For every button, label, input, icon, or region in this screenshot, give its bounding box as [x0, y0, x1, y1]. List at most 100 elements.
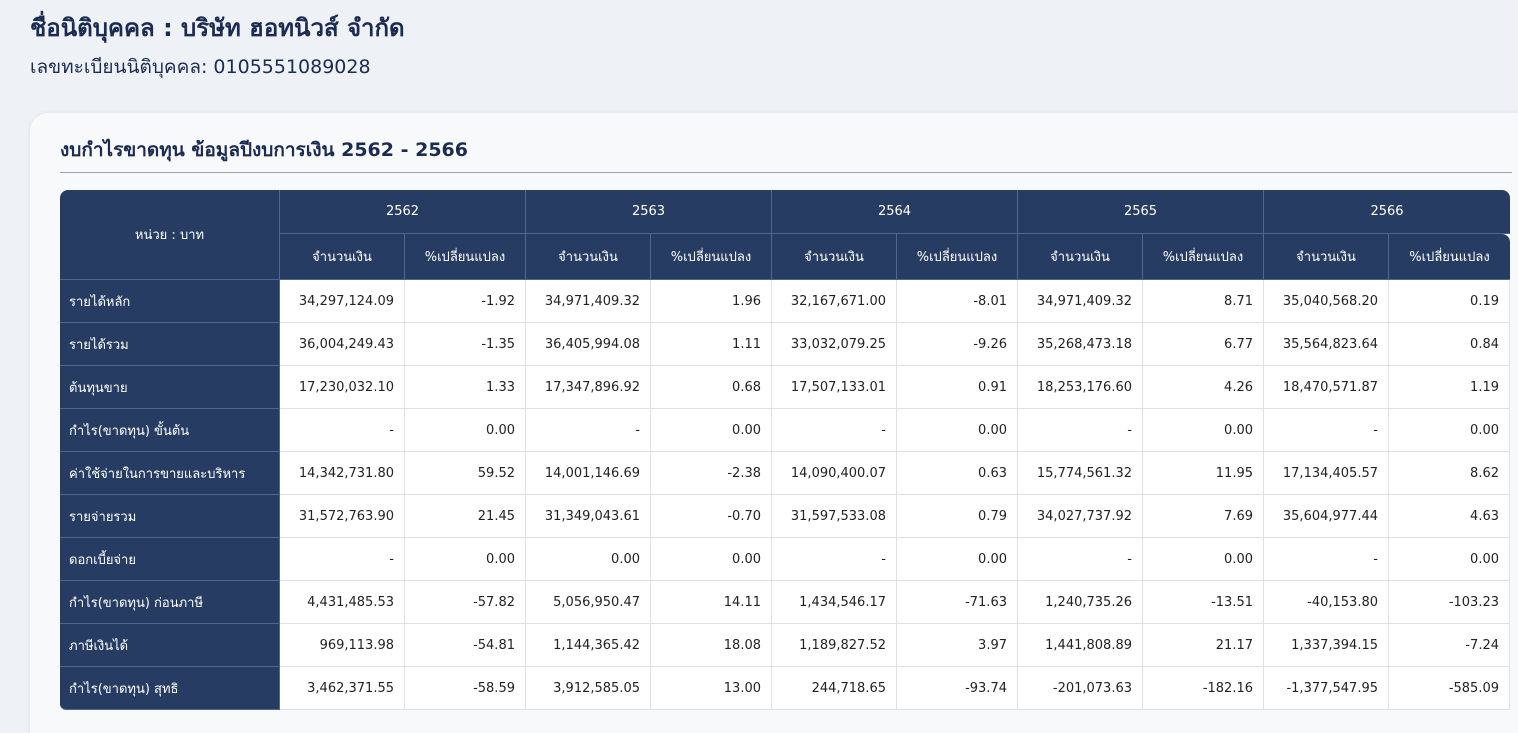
amount-cell: 1,144,365.42: [526, 624, 651, 667]
year-header: 2565: [1018, 190, 1264, 234]
change-column-header: %เปลี่ยนแปลง: [897, 234, 1018, 280]
change-cell: 0.68: [651, 366, 772, 409]
amount-column-header: จำนวนเงิน: [1018, 234, 1143, 280]
change-cell: 8.71: [1143, 280, 1264, 323]
row-label: ภาษีเงินได้: [60, 624, 280, 667]
amount-cell: 0.00: [526, 538, 651, 581]
amount-cell: -: [280, 409, 405, 452]
change-cell: 0.79: [897, 495, 1018, 538]
amount-cell: 1,434,546.17: [772, 581, 897, 624]
column-header-row: จำนวนเงิน %เปลี่ยนแปลง จำนวนเงิน %เปลี่ย…: [60, 234, 1510, 280]
row-label: กำไร(ขาดทุน) ก่อนภาษี: [60, 581, 280, 624]
change-cell: 18.08: [651, 624, 772, 667]
amount-cell: -: [526, 409, 651, 452]
change-cell: -103.23: [1389, 581, 1510, 624]
row-label: รายจ่ายรวม: [60, 495, 280, 538]
change-cell: 0.00: [651, 409, 772, 452]
change-cell: 0.63: [897, 452, 1018, 495]
change-column-header: %เปลี่ยนแปลง: [1389, 234, 1510, 280]
amount-column-header: จำนวนเงิน: [526, 234, 651, 280]
change-cell: 59.52: [405, 452, 526, 495]
change-cell: 0.91: [897, 366, 1018, 409]
change-cell: 7.69: [1143, 495, 1264, 538]
change-column-header: %เปลี่ยนแปลง: [1143, 234, 1264, 280]
change-cell: -13.51: [1143, 581, 1264, 624]
change-cell: 11.95: [1143, 452, 1264, 495]
row-label: กำไร(ขาดทุน) สุทธิ: [60, 667, 280, 710]
year-header-row: หน่วย : บาท 2562 2563 2564 2565 2566: [60, 190, 1510, 280]
change-cell: 0.00: [1389, 538, 1510, 581]
change-cell: 8.62: [1389, 452, 1510, 495]
change-cell: 13.00: [651, 667, 772, 710]
amount-cell: 17,230,032.10: [280, 366, 405, 409]
amount-cell: 36,405,994.08: [526, 323, 651, 366]
table-row: รายได้รวม 36,004,249.43 -1.35 36,405,994.08…: [60, 323, 1510, 366]
amount-cell: 969,113.98: [280, 624, 405, 667]
amount-cell: 1,441,808.89: [1018, 624, 1143, 667]
amount-cell: 244,718.65: [772, 667, 897, 710]
income-statement-table: หน่วย : บาท 2562 2563 2564 2565 2566 จำน…: [60, 190, 1510, 710]
change-cell: -1.35: [405, 323, 526, 366]
change-cell: -9.26: [897, 323, 1018, 366]
amount-cell: 35,564,823.64: [1264, 323, 1389, 366]
unit-label: หน่วย : บาท: [60, 190, 280, 280]
amount-cell: 3,462,371.55: [280, 667, 405, 710]
amount-cell: -: [1264, 538, 1389, 581]
amount-cell: 35,268,473.18: [1018, 323, 1143, 366]
change-cell: 21.45: [405, 495, 526, 538]
row-label: กำไร(ขาดทุน) ขั้นต้น: [60, 409, 280, 452]
row-label: รายได้รวม: [60, 323, 280, 366]
table-row: รายจ่ายรวม 31,572,763.90 21.45 31,349,043.6…: [60, 495, 1510, 538]
amount-cell: 33,032,079.25: [772, 323, 897, 366]
amount-cell: 18,253,176.60: [1018, 366, 1143, 409]
change-cell: 0.00: [1389, 409, 1510, 452]
amount-cell: 1,337,394.15: [1264, 624, 1389, 667]
amount-cell: 34,971,409.32: [1018, 280, 1143, 323]
change-cell: -585.09: [1389, 667, 1510, 710]
amount-cell: -40,153.80: [1264, 581, 1389, 624]
change-cell: 0.84: [1389, 323, 1510, 366]
amount-cell: 14,001,146.69: [526, 452, 651, 495]
change-cell: -8.01: [897, 280, 1018, 323]
amount-cell: 1,189,827.52: [772, 624, 897, 667]
row-label: ต้นทุนขาย: [60, 366, 280, 409]
change-cell: -0.70: [651, 495, 772, 538]
amount-cell: 34,297,124.09: [280, 280, 405, 323]
amount-cell: 34,971,409.32: [526, 280, 651, 323]
amount-cell: 15,774,561.32: [1018, 452, 1143, 495]
amount-cell: 17,507,133.01: [772, 366, 897, 409]
change-cell: 21.17: [1143, 624, 1264, 667]
amount-cell: -201,073.63: [1018, 667, 1143, 710]
amount-cell: 14,342,731.80: [280, 452, 405, 495]
row-label: ดอกเบี้ยจ่าย: [60, 538, 280, 581]
change-cell: 1.96: [651, 280, 772, 323]
amount-cell: -: [280, 538, 405, 581]
amount-cell: 18,470,571.87: [1264, 366, 1389, 409]
amount-column-header: จำนวนเงิน: [772, 234, 897, 280]
amount-cell: -: [772, 538, 897, 581]
row-label: รายได้หลัก: [60, 280, 280, 323]
table-row: กำไร(ขาดทุน) สุทธิ 3,462,371.55 -58.59 3,91…: [60, 667, 1510, 710]
amount-cell: 35,604,977.44: [1264, 495, 1389, 538]
change-cell: -71.63: [897, 581, 1018, 624]
table-row: กำไร(ขาดทุน) ก่อนภาษี 4,431,485.53 -57.82 5…: [60, 581, 1510, 624]
row-label: ค่าใช้จ่ายในการขายและบริหาร: [60, 452, 280, 495]
table-row: ค่าใช้จ่ายในการขายและบริหาร 14,342,731.80…: [60, 452, 1510, 495]
change-cell: -2.38: [651, 452, 772, 495]
change-column-header: %เปลี่ยนแปลง: [405, 234, 526, 280]
change-cell: -7.24: [1389, 624, 1510, 667]
amount-cell: 17,347,896.92: [526, 366, 651, 409]
amount-cell: 3,912,585.05: [526, 667, 651, 710]
change-cell: 0.00: [897, 538, 1018, 581]
amount-cell: 32,167,671.00: [772, 280, 897, 323]
amount-cell: -: [1264, 409, 1389, 452]
amount-cell: 4,431,485.53: [280, 581, 405, 624]
change-cell: 0.00: [651, 538, 772, 581]
change-cell: 1.19: [1389, 366, 1510, 409]
amount-cell: 31,349,043.61: [526, 495, 651, 538]
amount-cell: 31,597,533.08: [772, 495, 897, 538]
change-cell: -1.92: [405, 280, 526, 323]
change-cell: -182.16: [1143, 667, 1264, 710]
amount-cell: -: [1018, 409, 1143, 452]
registration-number: เลขทะเบียนนิติบุคคล: 0105551089028: [30, 56, 371, 78]
